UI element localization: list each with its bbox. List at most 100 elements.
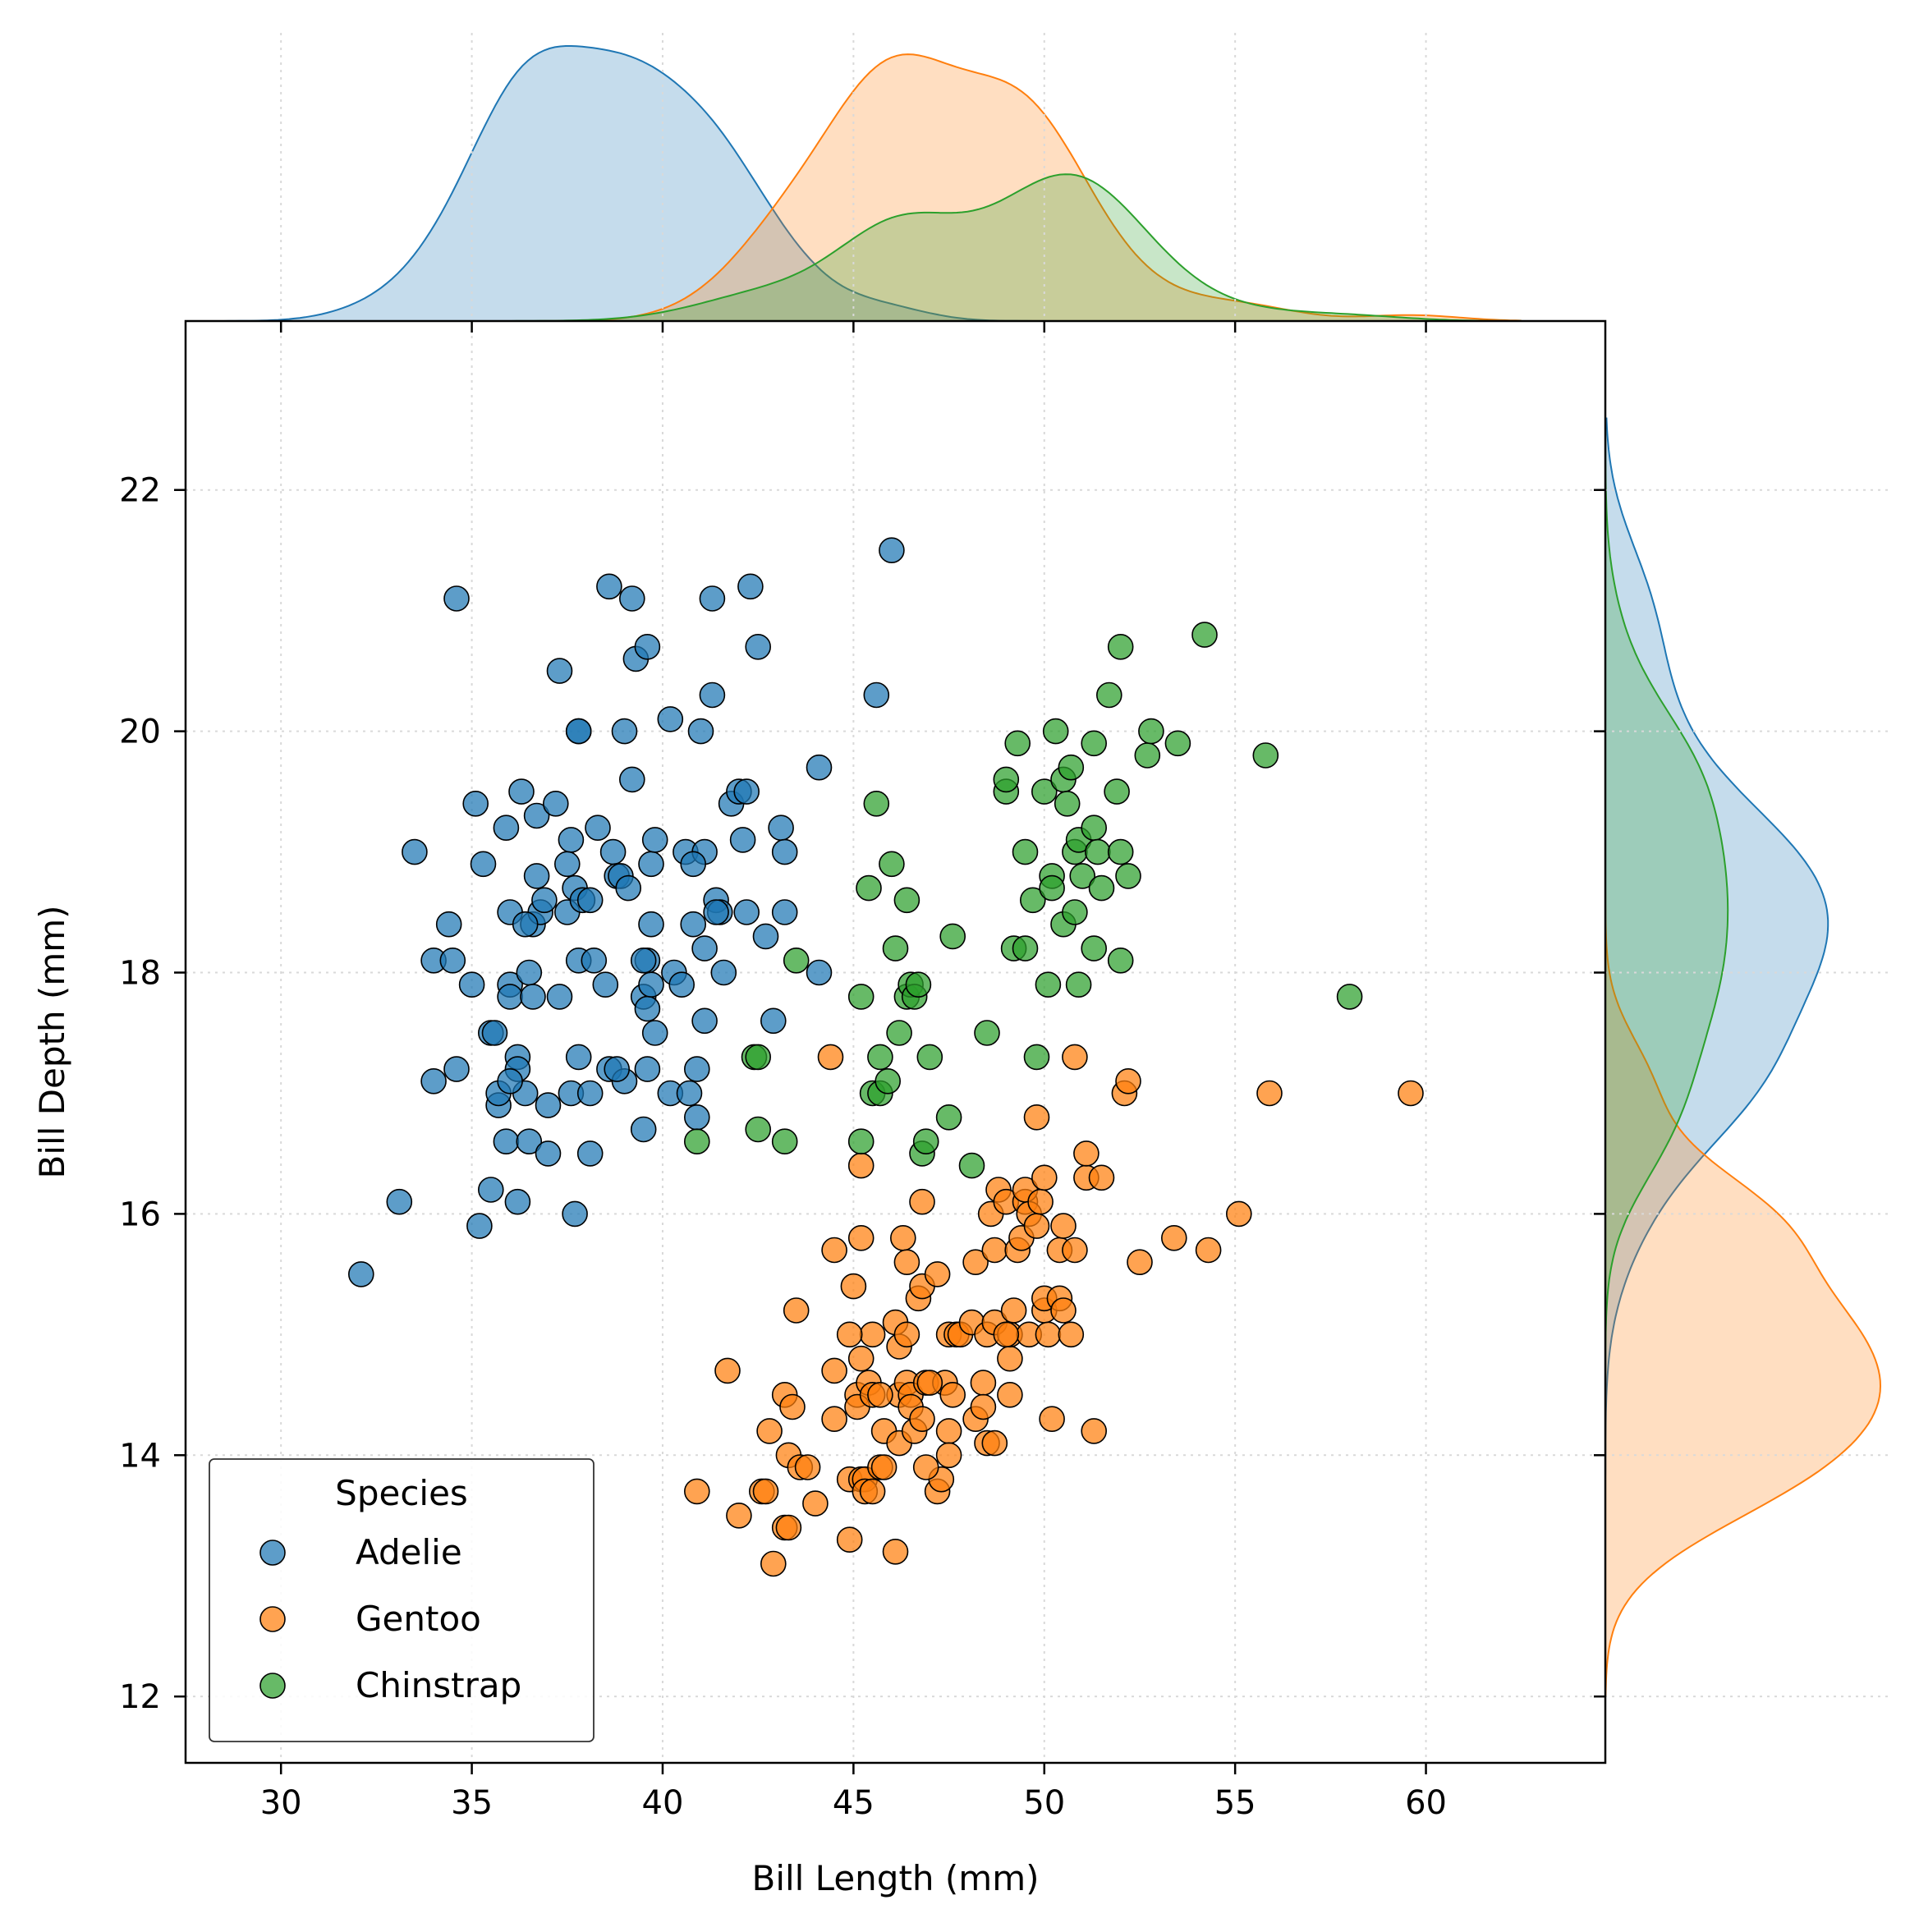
- point-gentoo: [1073, 1140, 1100, 1167]
- point-adelie: [638, 851, 664, 878]
- point-adelie: [676, 1080, 703, 1107]
- point-gentoo: [1256, 1080, 1283, 1107]
- point-adelie: [806, 959, 833, 986]
- point-gentoo: [836, 1526, 863, 1553]
- point-chinstrap: [1252, 742, 1279, 769]
- point-adelie: [443, 585, 470, 612]
- right-marginal-kde: [1605, 417, 1882, 1697]
- point-chinstrap: [683, 1128, 710, 1154]
- point-chinstrap: [847, 1128, 875, 1154]
- point-gentoo: [847, 1152, 875, 1179]
- legend-box: [209, 1458, 595, 1742]
- point-adelie: [508, 778, 535, 805]
- point-adelie: [710, 959, 737, 986]
- point-chinstrap: [1065, 971, 1092, 998]
- point-gentoo: [1050, 1297, 1077, 1324]
- point-chinstrap: [916, 1044, 943, 1071]
- point-adelie: [523, 802, 550, 829]
- point-adelie: [512, 911, 539, 938]
- point-adelie: [516, 1128, 543, 1154]
- point-gentoo: [970, 1393, 997, 1420]
- axis-ticks: 30 35 40 45 50 55 60 12 14 16 18 20 22: [119, 321, 1605, 1822]
- x-tick-label: 40: [642, 1784, 684, 1822]
- legend-marker-adelie: [259, 1540, 286, 1566]
- point-chinstrap: [1058, 754, 1085, 781]
- point-adelie: [462, 790, 489, 817]
- point-gentoo: [1161, 1225, 1187, 1251]
- point-adelie: [596, 573, 622, 600]
- point-adelie: [768, 815, 794, 842]
- top-kde-area-gentoo: [223, 54, 1522, 321]
- point-adelie: [683, 1104, 710, 1131]
- point-gentoo: [1050, 1213, 1077, 1239]
- point-adelie: [535, 1140, 562, 1167]
- point-chinstrap: [958, 1152, 985, 1179]
- point-gentoo: [1035, 1321, 1062, 1348]
- point-adelie: [879, 537, 905, 564]
- point-chinstrap: [912, 1128, 939, 1154]
- point-chinstrap: [879, 851, 905, 878]
- point-gentoo: [779, 1393, 806, 1420]
- point-gentoo: [916, 1370, 943, 1396]
- point-adelie: [546, 658, 573, 684]
- y-axis-title: Bill Depth (mm): [32, 905, 72, 1178]
- point-adelie: [520, 984, 546, 1010]
- legend-label-chinstrap: Chinstrap: [356, 1665, 521, 1705]
- point-gentoo: [1081, 1418, 1107, 1444]
- plot-frame: [184, 319, 1607, 1764]
- point-chinstrap: [1107, 633, 1134, 660]
- point-adelie: [683, 1056, 710, 1082]
- point-adelie: [516, 959, 543, 986]
- point-gentoo: [760, 1550, 787, 1577]
- point-chinstrap: [745, 1044, 772, 1071]
- point-gentoo: [981, 1429, 1008, 1457]
- legend-marker-gentoo: [259, 1606, 286, 1632]
- point-chinstrap: [1191, 622, 1218, 648]
- point-chinstrap: [1023, 1044, 1050, 1071]
- x-tick-label: 35: [451, 1784, 493, 1822]
- legend-label-gentoo: Gentoo: [356, 1599, 481, 1639]
- point-adelie: [347, 1261, 374, 1287]
- point-chinstrap: [1336, 984, 1363, 1010]
- point-chinstrap: [1069, 863, 1095, 889]
- point-gentoo: [859, 1321, 886, 1348]
- point-gentoo: [1127, 1249, 1153, 1275]
- point-adelie: [699, 585, 726, 612]
- point-adelie: [493, 815, 520, 842]
- point-gentoo: [909, 1188, 935, 1215]
- point-gentoo: [935, 1442, 962, 1469]
- right-kde-area-gentoo: [1605, 417, 1880, 1697]
- point-chinstrap: [882, 935, 909, 961]
- point-gentoo: [997, 1382, 1023, 1408]
- point-gentoo: [1195, 1237, 1222, 1264]
- point-adelie: [691, 1007, 718, 1035]
- point-chinstrap: [1062, 899, 1088, 925]
- point-adelie: [611, 718, 638, 745]
- point-adelie: [481, 1020, 508, 1046]
- point-gentoo: [909, 1406, 935, 1432]
- point-adelie: [402, 838, 428, 865]
- point-gentoo: [714, 1357, 741, 1384]
- point-chinstrap: [1115, 863, 1141, 889]
- point-adelie: [771, 899, 798, 925]
- legend-items: Adelie Gentoo Chinstrap: [259, 1532, 521, 1705]
- point-adelie: [634, 995, 661, 1022]
- point-chinstrap: [1088, 874, 1115, 902]
- point-gentoo: [935, 1418, 962, 1444]
- point-adelie: [641, 827, 668, 853]
- y-tick-label: 14: [119, 1437, 161, 1475]
- point-adelie: [604, 1056, 631, 1082]
- point-adelie: [546, 984, 573, 1010]
- point-gentoo: [981, 1237, 1008, 1264]
- point-chinstrap: [847, 984, 875, 1010]
- point-gentoo: [821, 1237, 847, 1264]
- point-adelie: [458, 971, 485, 998]
- point-gentoo: [1115, 1068, 1141, 1094]
- point-adelie: [638, 971, 664, 998]
- point-adelie: [680, 851, 707, 878]
- point-adelie: [531, 887, 558, 914]
- point-adelie: [553, 851, 581, 878]
- point-gentoo: [1062, 1237, 1088, 1264]
- right-kde-area-adelie: [1605, 417, 1829, 1697]
